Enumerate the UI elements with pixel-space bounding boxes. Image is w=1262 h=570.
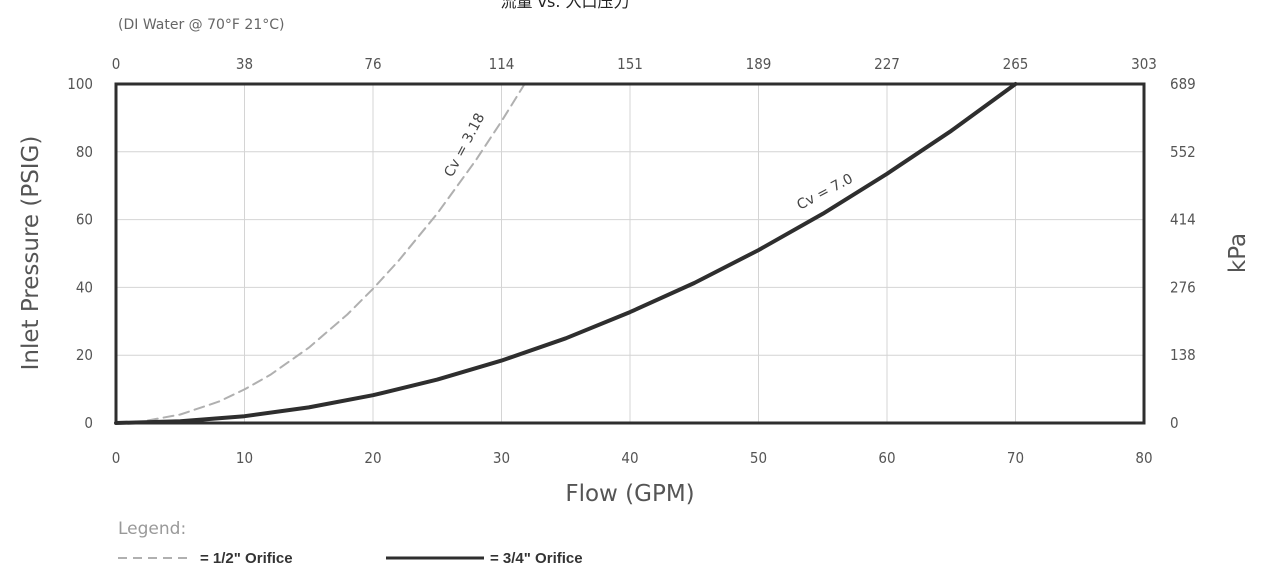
series-label-cv-7-0: Cv = 7.0: [794, 171, 855, 214]
y-tick-label: 40: [76, 278, 93, 296]
y2-tick-label: 414: [1170, 211, 1196, 229]
series-label-cv-3-18: Cv = 3.18: [441, 111, 488, 180]
x-tick-label: 70: [1007, 449, 1024, 467]
y-tick-label: 100: [67, 75, 93, 93]
x2-tick-label: 265: [1003, 55, 1029, 73]
y2-tick-label: 276: [1170, 278, 1196, 296]
legend: Legend: = 1/2" Orifice = 3/4" Orifice: [118, 519, 583, 567]
x2-tick-label: 0: [112, 55, 121, 73]
x2-tick-label: 38: [236, 55, 253, 73]
y-axis-title: Inlet Pressure (PSIG): [18, 136, 44, 371]
x2-tick-label: 151: [617, 55, 643, 73]
x-tick-label: 50: [750, 449, 767, 467]
legend-heading: Legend:: [118, 519, 186, 539]
y2-tick-label: 689: [1170, 75, 1196, 93]
x2-tick-label: 114: [489, 55, 515, 73]
y-tick-label: 60: [76, 211, 93, 229]
y-tick-label: 80: [76, 143, 93, 161]
x-tick-label: 30: [493, 449, 510, 467]
x2-tick-label: 189: [746, 55, 772, 73]
x-tick-label: 20: [364, 449, 381, 467]
chart-title: 流量 vs. 入口压力: [500, 0, 629, 11]
x-axis-title: Flow (GPM): [565, 481, 694, 507]
y2-tick-label: 138: [1170, 346, 1196, 364]
x-tick-label: 0: [112, 449, 121, 467]
series-layer: Cv = 3.18 Cv = 7.0: [114, 82, 1018, 425]
x-tick-label: 60: [878, 449, 895, 467]
x2-tick-label: 227: [874, 55, 900, 73]
series-line-half-inch-orifice: [115, 83, 526, 424]
grid-lines: [116, 84, 1144, 423]
x2-tick-label: 303: [1131, 55, 1157, 73]
y-tick-label: 20: [76, 346, 93, 364]
y2-axis-title: kPa: [1225, 233, 1251, 273]
legend-label-half-inch: = 1/2" Orifice: [200, 550, 293, 567]
plot-frame: [114, 82, 1146, 425]
y2-tick-label: 0: [1170, 414, 1179, 432]
y2-tick-label: 552: [1170, 143, 1196, 161]
tick-labels: 0 0 10 38 20 76 30 114 40 151 50 189 60 227 70 265 80 303…: [67, 55, 1196, 467]
x-tick-label: 80: [1135, 449, 1152, 467]
x-tick-label: 40: [621, 449, 638, 467]
x2-tick-label: 76: [364, 55, 381, 73]
series-line-three-quarter-inch-orifice: [114, 82, 1018, 425]
y-tick-label: 0: [84, 414, 93, 432]
chart-subtitle: (DI Water @ 70°F 21°C): [118, 17, 284, 33]
x-tick-label: 10: [236, 449, 253, 467]
legend-label-three-quarter-inch: = 3/4" Orifice: [490, 550, 583, 567]
